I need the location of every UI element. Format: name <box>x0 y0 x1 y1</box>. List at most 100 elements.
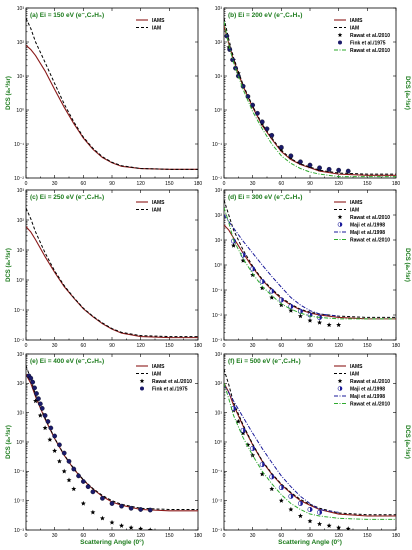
series-line-iams <box>26 374 198 512</box>
data-point-star <box>128 525 134 530</box>
data-point-star <box>147 527 153 530</box>
data-point-star <box>288 308 294 313</box>
data-point-halfcircle-fill <box>233 406 236 411</box>
x-tick-label: 150 <box>165 181 174 187</box>
y-tick-label: 10⁻² <box>14 338 24 344</box>
data-point-star <box>269 294 275 300</box>
y-tick-label: 10⁻³ <box>212 338 222 344</box>
legend-label: Maji et al./1998 <box>350 222 385 228</box>
data-point-circle <box>61 450 67 456</box>
data-point-star <box>47 437 53 442</box>
y-axis-label: DCS (a₀²/sr) <box>5 248 12 282</box>
plot-frame <box>25 7 199 179</box>
legend-label: Rawat et al./2010 <box>350 215 390 221</box>
x-tick-label: 180 <box>392 343 401 349</box>
panel-c: 0 30 60 90 120 150 180 10⁻² 10⁻¹ 10⁰ 10¹ 10² 10³ (c) … <box>5 188 202 349</box>
panel-title: (e) Ei = 400 eV (e⁻,C₂H₆) <box>30 358 104 365</box>
y-tick-label: 10³ <box>215 188 223 194</box>
x-tick-label: 60 <box>279 533 285 539</box>
legend-label: Fink et al./1975 <box>350 40 386 46</box>
y-tick-label: 10⁻² <box>212 176 222 182</box>
x-tick-label: 90 <box>109 343 115 349</box>
data-point-circle <box>34 391 39 396</box>
data-point-halfcircle-fill <box>252 266 255 272</box>
data-point-star <box>307 317 313 323</box>
y-tick-label: 10⁻² <box>212 313 222 319</box>
data-point-circle <box>37 401 43 407</box>
data-point-circle <box>298 159 303 165</box>
data-point-circle <box>45 419 51 424</box>
data-point-circle <box>259 119 265 125</box>
data-point-circle <box>28 375 34 381</box>
data-point-star <box>138 526 144 530</box>
y-tick-label: 10³ <box>17 6 25 12</box>
data-point-halfcircle-fill <box>290 494 294 499</box>
data-point-halfcircle-fill <box>310 507 313 512</box>
y-tick-label: 10⁻³ <box>14 528 24 534</box>
y-tick-label: 10⁻³ <box>212 528 222 534</box>
data-point-star <box>336 525 342 530</box>
data-point-star <box>42 425 48 431</box>
data-point-circle <box>30 379 36 385</box>
plot-area <box>26 18 198 170</box>
data-point-halfcircle-fill <box>271 474 274 480</box>
data-point-circle <box>119 503 124 509</box>
legend-swatch <box>337 378 343 383</box>
data-point-star <box>240 258 246 263</box>
data-point-circle <box>278 144 284 150</box>
y-tick-label: 10⁻² <box>14 176 24 182</box>
data-point-circle <box>66 458 72 464</box>
data-point-star <box>278 498 284 503</box>
legend-label: IAMS <box>350 364 363 370</box>
legend-label: Rawat et al./2010 <box>350 379 390 385</box>
series-line-iams <box>26 226 198 339</box>
x-tick-label: 30 <box>250 343 256 349</box>
y-tick-label: 10³ <box>215 6 223 12</box>
legend-swatch <box>140 386 144 391</box>
x-tick-label: 30 <box>52 533 58 539</box>
data-point-halfcircle-fill <box>281 485 284 490</box>
data-point-star <box>269 486 275 492</box>
data-point-star <box>80 500 86 506</box>
legend-swatch <box>338 40 342 45</box>
y-tick-label: 10² <box>215 213 223 219</box>
legend-label: IAMS <box>152 200 165 206</box>
legend-label: IAMS <box>152 18 165 24</box>
x-tick-label: 180 <box>194 181 203 187</box>
x-tick-label: 30 <box>250 181 256 187</box>
data-point-circle <box>57 442 62 448</box>
data-point-star <box>235 418 241 424</box>
y-tick-label: 10⁻¹ <box>14 308 24 314</box>
legend-label: Rawat et al./2010 <box>350 48 390 54</box>
panel-e: 0 30 60 90 120 150 180 10⁻³ 10⁻² 10⁻¹ 10⁰ 10¹ 10² 10³… <box>5 352 202 539</box>
panel-title: (f) Ei = 500 eV (e⁻,C₂H₆) <box>228 358 301 365</box>
data-point-circle <box>71 466 77 472</box>
x-tick-label: 60 <box>81 533 87 539</box>
legend-label: IAM <box>152 207 161 213</box>
y-tick-label: 10⁻¹ <box>14 469 24 475</box>
legend-swatch <box>139 378 145 383</box>
data-point-star <box>326 322 332 328</box>
y-tick-label: 10⁰ <box>214 108 222 114</box>
data-point-halfcircle-fill <box>243 428 246 433</box>
series-line-iam <box>26 18 198 170</box>
panel-title: (c) Ei = 250 eV (e⁻,C₂H₆) <box>30 194 104 201</box>
y-tick-label: 10² <box>215 381 223 387</box>
data-point-star <box>278 302 284 308</box>
data-point-star <box>231 242 237 248</box>
data-point-halfcircle-fill <box>290 304 294 309</box>
data-point-star <box>119 523 125 528</box>
legend-label: IAMS <box>350 18 363 24</box>
y-tick-label: 10¹ <box>215 74 223 80</box>
x-tick-label: 30 <box>52 181 58 187</box>
y-tick-label: 10⁰ <box>16 440 24 446</box>
legend-label: IAM <box>152 371 161 377</box>
y-tick-label: 10² <box>17 218 25 224</box>
data-point-circle <box>317 165 322 171</box>
x-tick-label: 150 <box>363 343 372 349</box>
